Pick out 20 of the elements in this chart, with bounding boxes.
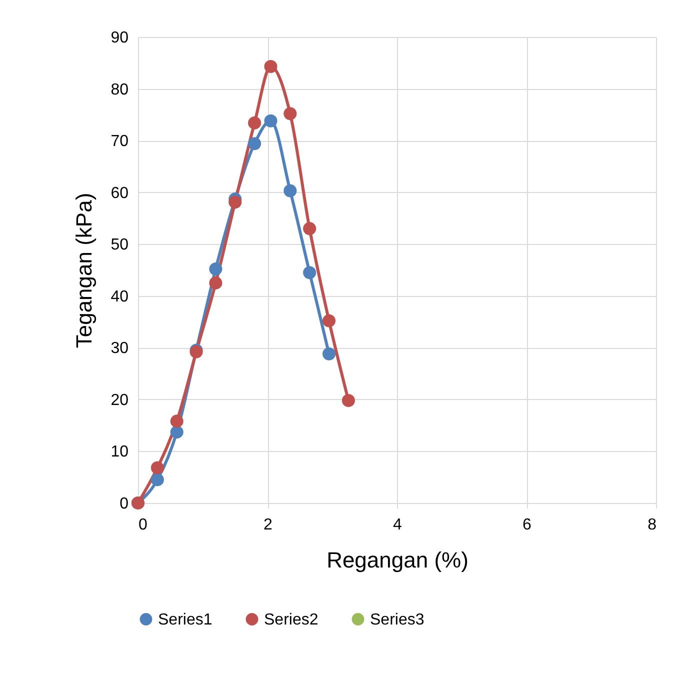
y-tick-label: 40 <box>110 288 129 306</box>
x-tick-label: 2 <box>264 516 273 534</box>
legend-label: Series1 <box>158 611 212 628</box>
x-tick-label: 0 <box>138 516 148 534</box>
y-axis-title: Tegangan (kPa) <box>72 192 97 348</box>
legend-label: Series3 <box>370 611 424 628</box>
y-tick-label: 70 <box>110 133 129 150</box>
y-tick-label: 0 <box>120 496 129 512</box>
y-tick-label: 80 <box>110 81 129 98</box>
y-tick-label: 20 <box>110 392 129 409</box>
x-tick-label: 4 <box>393 516 402 534</box>
y-tick-label: 60 <box>110 184 129 202</box>
y-tick-label: 50 <box>110 236 129 254</box>
x-tick-label: 8 <box>648 516 657 534</box>
legend-label: Series2 <box>264 611 318 628</box>
x-axis-title: Regangan (%) <box>326 548 468 572</box>
y-tick-label: 90 <box>110 30 129 46</box>
y-tick-label: 30 <box>110 340 129 358</box>
y-tick-label: 10 <box>110 444 129 461</box>
x-tick-label: 6 <box>522 516 532 534</box>
